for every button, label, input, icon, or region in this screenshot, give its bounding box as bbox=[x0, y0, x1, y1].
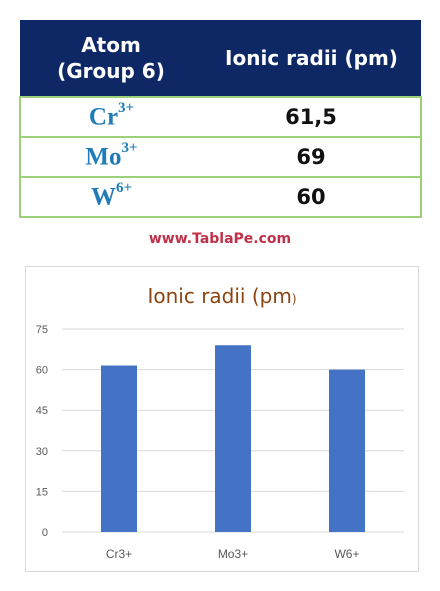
table-header-row: Atom (Group 6) Ionic radii (pm) bbox=[20, 20, 421, 97]
atom-charge: 3+ bbox=[121, 139, 138, 156]
ionic-radii-table: Atom (Group 6) Ionic radii (pm) Cr3+ 61,… bbox=[19, 20, 422, 218]
bar bbox=[101, 365, 137, 532]
chart-title-main: Ionic radii (pm bbox=[147, 284, 291, 308]
x-tick-label: Mo3+ bbox=[218, 547, 248, 561]
table-row: Cr3+ 61,5 bbox=[19, 96, 422, 137]
atom-symbol: W bbox=[90, 183, 116, 211]
ionic-radius-value: 69 bbox=[202, 136, 422, 177]
atom-cell: Cr3+ bbox=[19, 96, 202, 137]
y-tick-label: 0 bbox=[42, 527, 48, 539]
y-tick-label: 45 bbox=[36, 405, 48, 417]
chart-title-tail: ) bbox=[292, 292, 297, 306]
x-tick-label: Cr3+ bbox=[106, 547, 132, 561]
watermark-link[interactable]: www.TablaPe.com bbox=[148, 231, 292, 247]
ionic-radius-value: 61,5 bbox=[202, 96, 422, 137]
atom-symbol: Mo bbox=[85, 143, 122, 171]
ionic-radius-value: 60 bbox=[202, 176, 422, 218]
atom-cell: Mo3+ bbox=[19, 136, 202, 177]
atom-symbol: Cr bbox=[88, 103, 119, 131]
atom-charge: 3+ bbox=[118, 99, 135, 116]
y-tick-label: 75 bbox=[36, 324, 48, 336]
header-atom-line2: (Group 6) bbox=[57, 59, 165, 83]
chart-container: Ionic radii (pm) 0 15 30 45 60 75 Cr3+ Mo3+ W6+ bbox=[25, 266, 419, 572]
header-atom: Atom (Group 6) bbox=[20, 20, 202, 97]
header-ionic-radii: Ionic radii (pm) bbox=[202, 20, 421, 97]
header-atom-line1: Atom bbox=[81, 33, 141, 57]
table-row: W6+ 60 bbox=[19, 176, 422, 218]
y-tick-label: 60 bbox=[36, 365, 48, 377]
y-tick-label: 15 bbox=[36, 486, 48, 498]
table-row: Mo3+ 69 bbox=[19, 136, 422, 177]
chart-title: Ionic radii (pm) bbox=[147, 284, 296, 308]
bar bbox=[215, 345, 251, 532]
x-tick-label: W6+ bbox=[334, 547, 359, 561]
atom-cell: W6+ bbox=[19, 176, 202, 218]
bar-chart: Ionic radii (pm) 0 15 30 45 60 75 Cr3+ Mo3+ W6+ bbox=[36, 284, 404, 561]
atom-charge: 6+ bbox=[115, 179, 133, 196]
bar bbox=[329, 369, 365, 532]
y-tick-label: 30 bbox=[36, 446, 48, 458]
